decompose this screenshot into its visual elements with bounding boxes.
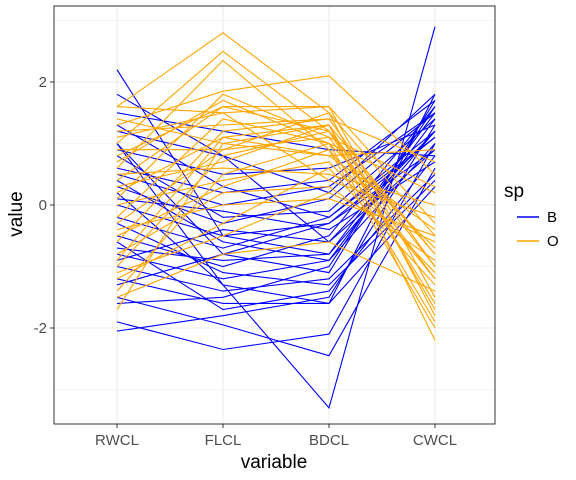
y-axis-title: value [6,191,27,236]
plot-panel-border [53,5,496,425]
x-tick-label-rwcl: RWCL [95,432,139,449]
series-o-line-23 [116,192,436,274]
x-axis-ticks: RWCL FLCL BDCL CWCL [95,424,457,449]
series-b-line-3 [116,124,436,332]
series-o-line-3 [116,75,436,175]
series-o-line-29 [116,149,436,329]
series-b-line-0 [116,69,436,255]
x-tick-label-bdcl: BDCL [309,432,349,449]
legend-label-o: O [547,233,559,250]
legend-title: sp [504,181,524,202]
series-o-lines [116,32,436,341]
series-o-line-27 [116,124,436,261]
series-b-line-25 [116,186,436,304]
series-o-line-7 [116,142,436,323]
series-o-line-0 [116,32,436,237]
legend: sp B O [504,181,559,250]
x-tick-label-cwcl: CWCL [413,432,457,449]
y-tick-label: -2 [34,320,47,337]
series-b-line-27 [116,136,436,286]
legend-label-b: B [547,209,557,226]
series-o-line-25 [116,106,436,267]
series-b-line-5 [116,167,436,357]
series-o-line-16 [116,186,436,261]
x-axis-title: variable [241,452,308,473]
series-o-line-26 [116,118,436,157]
y-tick-label: 2 [39,74,47,91]
series-o-line-15 [116,167,436,286]
y-axis-ticks: -2 0 2 [34,74,54,337]
series-o-line-5 [116,106,436,224]
x-tick-label-flcl: FLCL [205,432,242,449]
series-o-line-28 [116,93,436,280]
y-tick-label: 0 [39,197,47,214]
series-o-line-22 [116,241,436,298]
